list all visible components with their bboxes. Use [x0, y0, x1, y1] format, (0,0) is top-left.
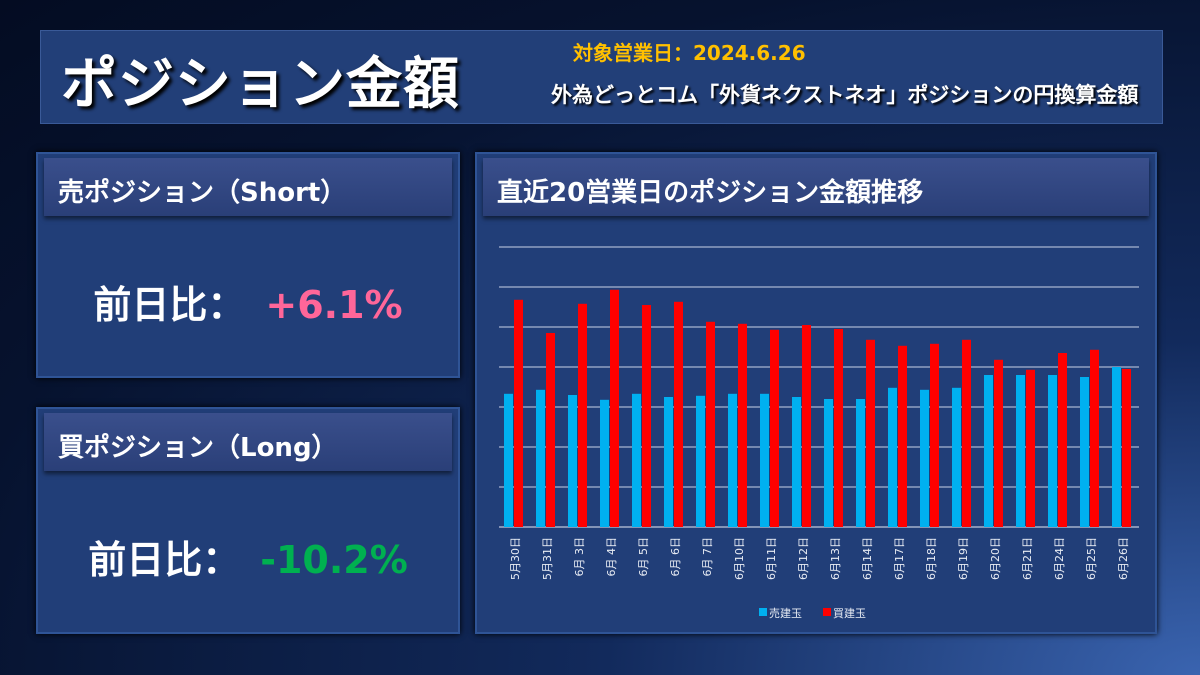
legend-swatch: [759, 608, 767, 616]
x-tick-label: 6月 4日: [605, 537, 618, 577]
x-tick-label: 6月18日: [925, 537, 938, 580]
x-tick-label: 6月 3日: [573, 537, 586, 577]
bar-short: [696, 395, 705, 527]
x-tick-label: 6月24日: [1053, 537, 1066, 580]
x-tick-label: 6月25日: [1085, 537, 1098, 580]
x-tick-label: 6月 7日: [701, 537, 714, 577]
short-ratio-value: +6.1%: [265, 283, 403, 327]
bar-long: [1026, 369, 1035, 527]
bar-long: [802, 325, 811, 527]
bar-long: [578, 303, 587, 527]
x-tick-label: 6月26日: [1117, 537, 1130, 580]
bar-short: [920, 389, 929, 527]
bar-long: [1058, 353, 1067, 527]
chart-title: 直近20営業日のポジション金額推移: [483, 158, 1149, 216]
bar-long: [674, 301, 683, 527]
x-tick-label: 5月31日: [541, 537, 554, 580]
bar-long: [962, 339, 971, 527]
date-label: 対象営業日：: [573, 41, 693, 65]
bar-short: [888, 387, 897, 527]
x-tick-label: 6月 6日: [669, 537, 682, 577]
bar-long: [642, 305, 651, 527]
x-tick-label: 6月 5日: [637, 537, 650, 577]
long-panel: 買ポジション（Long） 前日比： -10.2%: [36, 407, 460, 634]
bar-short: [600, 399, 609, 527]
x-tick-label: 6月11日: [765, 537, 778, 580]
long-title: 買ポジション（Long）: [44, 413, 452, 471]
bar-short: [1016, 375, 1025, 527]
bar-short: [824, 399, 833, 527]
bar-short: [984, 375, 993, 527]
bar-long: [514, 299, 523, 527]
long-ratio: 前日比： -10.2%: [38, 529, 458, 584]
x-tick-label: 6月17日: [893, 537, 906, 580]
bar-short: [504, 393, 513, 527]
x-tick-label: 6月21日: [1021, 537, 1034, 580]
bar-short: [760, 393, 769, 527]
date-value: 2024.6.26: [693, 41, 806, 65]
x-tick-label: 6月20日: [989, 537, 1002, 580]
short-title: 売ポジション（Short）: [44, 158, 452, 216]
header-banner: ポジション金額 対象営業日：2024.6.26 外為どっとコム「外貨ネクストネオ…: [40, 30, 1163, 124]
x-tick-label: 6月19日: [957, 537, 970, 580]
bar-long: [1122, 369, 1131, 527]
page-title: ポジション金額: [61, 52, 460, 117]
short-ratio-label: 前日比：: [93, 283, 246, 327]
x-tick-label: 6月10日: [733, 537, 746, 580]
legend-label: 売建玉: [769, 606, 802, 620]
bar-long: [546, 333, 555, 527]
bar-long: [1090, 349, 1099, 527]
position-chart: 5月30日 5月31日 6月 3日 6月 4日 6月 5日 6月 6日 6月 7日 6月10日…: [499, 246, 1139, 620]
x-tick-label: 5月30日: [509, 537, 522, 580]
long-ratio-value: -10.2%: [260, 538, 408, 582]
bar-long: [994, 359, 1003, 527]
bar-long: [834, 329, 843, 527]
bar-long: [738, 323, 747, 527]
subtitle: 外為どっとコム「外貨ネクストネオ」ポジションの円換算金額: [551, 83, 1139, 107]
business-date: 対象営業日：2024.6.26: [573, 37, 806, 66]
bar-short: [568, 395, 577, 527]
legend-swatch: [823, 608, 831, 616]
bar-short: [664, 397, 673, 527]
x-tick-label: 6月14日: [861, 537, 874, 580]
bar-short: [792, 397, 801, 527]
bar-long: [930, 343, 939, 527]
x-tick-label: 6月13日: [829, 537, 842, 580]
bar-long: [770, 329, 779, 527]
bar-short: [632, 393, 641, 527]
x-tick-label: 6月12日: [797, 537, 810, 580]
short-ratio: 前日比： +6.1%: [38, 274, 458, 329]
bar-long: [898, 345, 907, 527]
bar-short: [728, 393, 737, 527]
bar-long: [706, 321, 715, 527]
bar-short: [856, 399, 865, 527]
legend-label: 買建玉: [833, 606, 866, 620]
bar-long: [866, 339, 875, 527]
bar-long: [610, 289, 619, 527]
short-panel: 売ポジション（Short） 前日比： +6.1%: [36, 152, 460, 378]
bar-short: [952, 387, 961, 527]
bar-short: [536, 389, 545, 527]
chart-panel: 直近20営業日のポジション金額推移 5月30日 5月31日 6月 3日 6月 4日 6月…: [475, 152, 1157, 634]
bar-short: [1048, 375, 1057, 527]
bar-short: [1080, 377, 1089, 527]
bar-short: [1112, 367, 1121, 527]
long-ratio-label: 前日比：: [88, 538, 241, 582]
